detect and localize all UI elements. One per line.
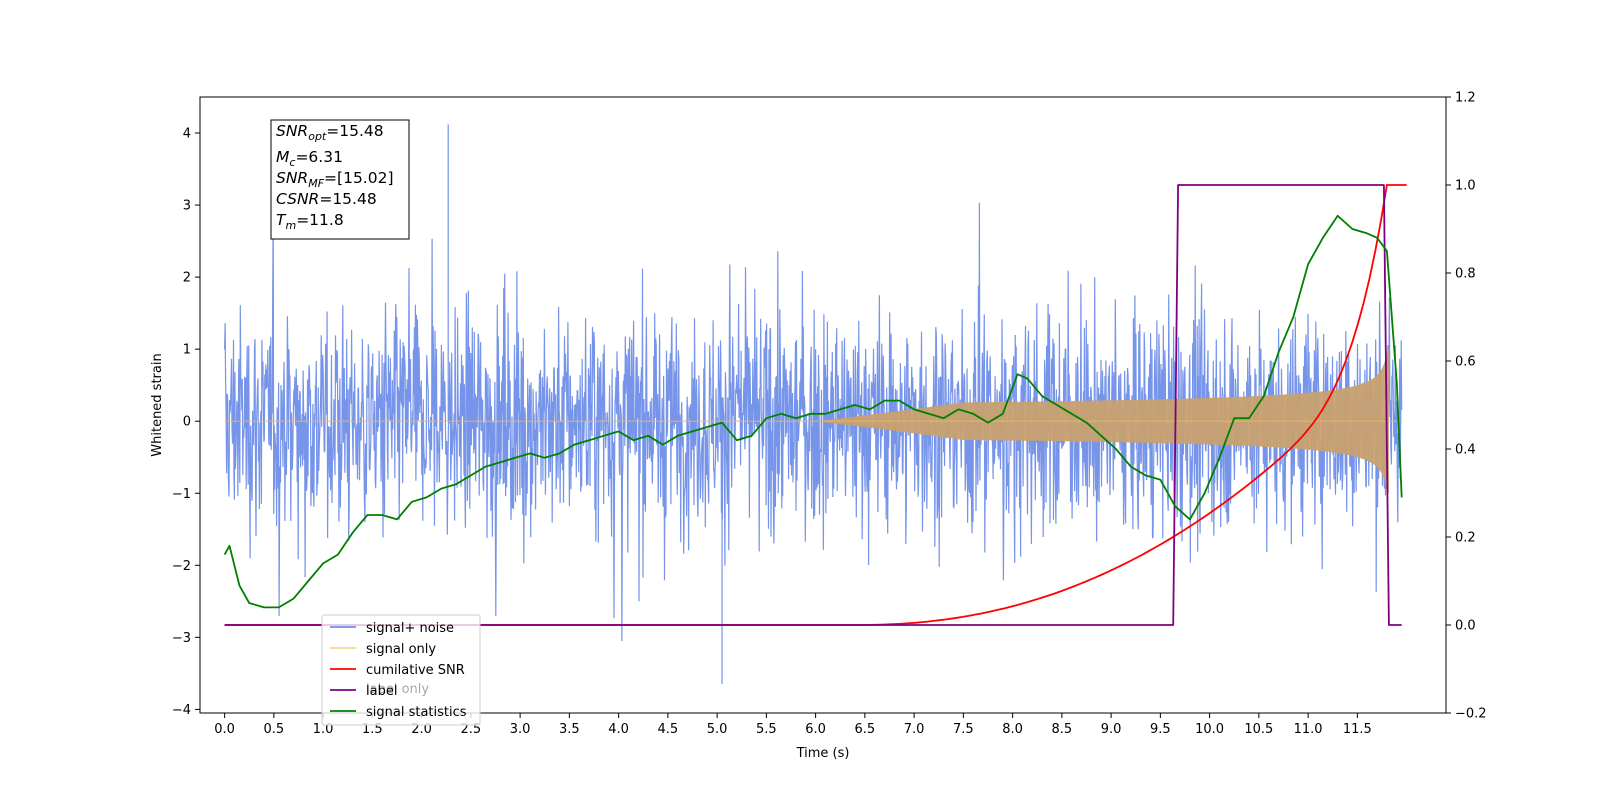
x-tick-label: 8.5 <box>1052 722 1073 737</box>
x-tick-label: 7.5 <box>953 722 974 737</box>
x-tick-label: 5.0 <box>707 722 728 737</box>
legend-frame <box>321 614 481 726</box>
y-axis-right: −0.2 0.0 0.2 0.4 0.6 0.8 1.0 1.2 <box>1446 91 1487 722</box>
y-left-tick-label: −3 <box>172 631 191 646</box>
y-right-tick-label: −0.2 <box>1455 707 1487 722</box>
legend: signal+ noise signal only cumilative SNR la… <box>321 614 481 726</box>
y-left-tick-label: −4 <box>172 703 191 718</box>
x-tick-label: 3.0 <box>510 722 531 737</box>
y-right-tick-label: 0.2 <box>1455 531 1476 546</box>
x-tick-label: 6.5 <box>855 722 876 737</box>
signal-statistics-line <box>223 214 1403 609</box>
x-tick-label: 2.5 <box>461 722 482 737</box>
x-tick-label: 11.5 <box>1343 722 1372 737</box>
legend-label: signal only <box>366 642 436 657</box>
x-tick-label: 11.0 <box>1294 722 1323 737</box>
x-tick-label: 5.5 <box>756 722 777 737</box>
y-left-tick-label: 0 <box>183 415 191 430</box>
y-left-tick-label: −2 <box>172 559 191 574</box>
info-csnr: CSNR=15.48 <box>276 190 377 208</box>
y-left-tick-label: −1 <box>172 487 191 502</box>
legend-label: cumilative SNR <box>366 663 465 678</box>
y-right-tick-label: 0.6 <box>1455 355 1476 370</box>
x-tick-label: 7.0 <box>904 722 925 737</box>
y-right-tick-label: 0.4 <box>1455 443 1476 458</box>
x-tick-label: 6.0 <box>805 722 826 737</box>
info-snr-opt: SNRopt=15.48 <box>276 122 384 143</box>
y-left-tick-label: 1 <box>183 343 191 358</box>
y-left-tick-label: 3 <box>183 199 191 214</box>
x-tick-label: 10.0 <box>1195 722 1224 737</box>
info-box: SNRopt=15.48 Mc=6.31 SNRMF=[15.02] CSNR=… <box>270 119 410 240</box>
x-axis-label: Time (s) <box>796 746 850 761</box>
x-tick-label: 8.0 <box>1002 722 1023 737</box>
x-tick-label: 10.5 <box>1244 722 1273 737</box>
y-axis-left: −4 −3 −2 −1 0 1 2 3 4 <box>172 127 200 718</box>
y-left-tick-label: 4 <box>183 127 191 142</box>
x-tick-label: 2.0 <box>411 722 432 737</box>
x-tick-label: 0.0 <box>214 722 235 737</box>
x-tick-label: 9.0 <box>1101 722 1122 737</box>
y-right-tick-label: 0.8 <box>1455 267 1476 282</box>
y-left-tick-label: 2 <box>183 271 191 286</box>
info-tm: Tm=11.8 <box>276 211 344 232</box>
legend-label: label <box>366 684 397 699</box>
y-right-tick-label: 1.2 <box>1455 91 1476 106</box>
x-axis: 0.0 0.5 1.0 1.5 2.0 2.5 3.0 3.5 4.0 4.5 5.0 5.5 6.0 6… <box>214 713 1372 737</box>
label-line <box>224 184 1402 626</box>
y-right-tick-label: 1.0 <box>1455 179 1476 194</box>
info-box-frame <box>270 119 410 240</box>
legend-label: signal+ noise <box>366 621 454 636</box>
signal-noise-line <box>224 124 1403 685</box>
x-tick-label: 3.5 <box>559 722 580 737</box>
x-tick-label: 0.5 <box>264 722 285 737</box>
info-snr-mf: SNRMF=[15.02] <box>276 169 394 190</box>
legend-label-hidden: label only <box>366 682 429 697</box>
x-tick-label: 9.5 <box>1150 722 1171 737</box>
legend-label: signal statistics <box>366 705 467 720</box>
x-tick-label: 4.5 <box>658 722 679 737</box>
x-tick-label: 1.5 <box>362 722 383 737</box>
y-right-tick-label: 0.0 <box>1455 619 1476 634</box>
axes-frame <box>199 96 1447 714</box>
y-axis-label-left: Whitened strain <box>150 353 165 456</box>
info-mc: Mc=6.31 <box>276 148 343 169</box>
x-tick-label: 4.0 <box>608 722 629 737</box>
x-tick-label: 1.0 <box>313 722 334 737</box>
